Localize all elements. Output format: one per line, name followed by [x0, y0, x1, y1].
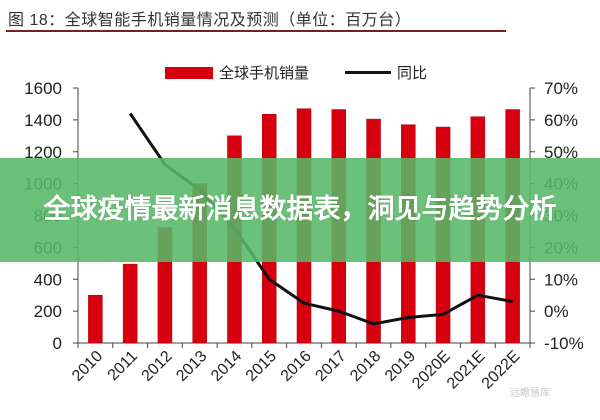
- bar-2011: [122, 263, 138, 344]
- watermark: 远瞻慧库: [510, 388, 550, 399]
- x-axis-category-label: 2014: [208, 348, 245, 385]
- bar-2010: [88, 294, 103, 344]
- left-axis-tick-label: 1400: [24, 111, 62, 130]
- right-axis-tick-label: 50%: [544, 143, 578, 162]
- legend-bar-swatch: [165, 66, 213, 79]
- legend-bar-label: 全球手机销量: [219, 65, 310, 82]
- banner-headline: 全球疫情最新消息数据表，洞见与趋势分析: [43, 194, 557, 225]
- left-axis-tick-label: 200: [34, 302, 62, 321]
- right-axis-tick-label: 10%: [544, 270, 578, 289]
- figure-title: 图 18：全球智能手机销量情况及预测（单位：百万台）: [8, 12, 412, 29]
- x-axis-category-label: 2018: [347, 348, 384, 385]
- x-axis-category-label: 2020E: [409, 348, 454, 393]
- legend-line-label: 同比: [397, 65, 428, 82]
- x-axis-category-label: 2016: [278, 348, 315, 385]
- x-axis-category-label: 2015: [243, 348, 280, 385]
- legend-line-swatch: [345, 71, 392, 74]
- chart-legend: 全球手机销量 同比: [165, 62, 427, 83]
- x-axis-category-label: 2011: [105, 348, 141, 384]
- x-axis-category-label: 2021E: [444, 348, 489, 393]
- headline-banner: 全球疫情最新消息数据表，洞见与趋势分析: [0, 158, 600, 262]
- right-axis-tick-label: 0%: [544, 302, 569, 321]
- right-axis-tick-label: 70%: [544, 79, 578, 98]
- title-underline: [6, 30, 506, 32]
- right-axis-tick-label: 60%: [544, 111, 578, 130]
- x-axis-category-label: 2012: [139, 348, 176, 385]
- left-axis-tick-label: 400: [34, 270, 62, 289]
- left-axis-tick-label: 1200: [24, 143, 62, 162]
- x-axis-category-label: 2010: [69, 348, 106, 385]
- x-axis-category-label: 2013: [173, 348, 210, 385]
- right-axis-tick-label: -10%: [544, 334, 584, 353]
- left-axis-tick-label: 0: [53, 334, 62, 353]
- left-axis-tick-label: 1600: [24, 79, 62, 98]
- x-axis-category-label: 2017: [312, 348, 349, 385]
